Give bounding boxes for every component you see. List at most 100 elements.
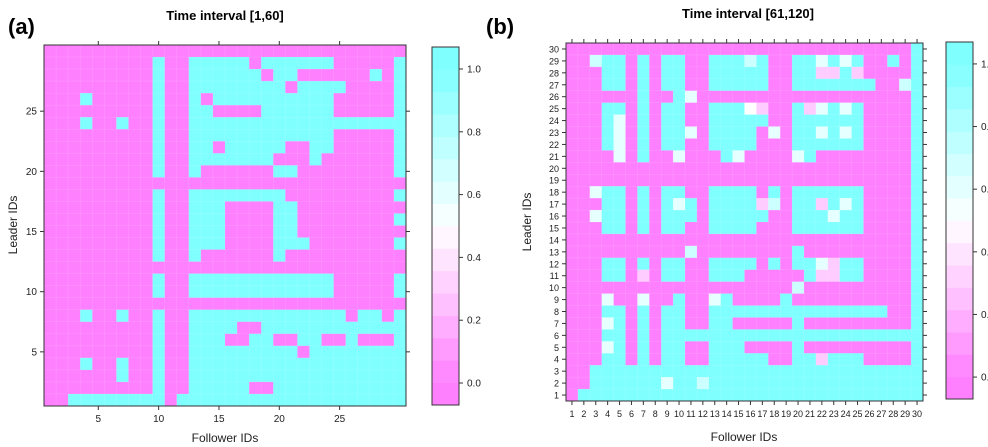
y-tick-label: 16: [549, 212, 559, 222]
heatmap-cell: [720, 389, 733, 402]
heatmap-cell: [899, 305, 912, 318]
colorbar-swatch: [946, 309, 973, 333]
heatmap-cell: [56, 249, 69, 262]
heatmap-cell: [104, 381, 117, 395]
heatmap-cell: [839, 78, 852, 92]
colorbar-swatch: [432, 293, 459, 316]
heatmap-cell: [768, 305, 781, 318]
heatmap-cell: [685, 281, 698, 294]
heatmap-cell: [863, 257, 876, 271]
heatmap-cell: [577, 293, 591, 306]
heatmap-cell: [804, 174, 817, 187]
heatmap-cell: [708, 305, 722, 318]
heatmap-cell: [68, 237, 81, 250]
y-tick-label: 5: [554, 343, 559, 353]
heatmap-cell: [673, 317, 686, 330]
heatmap-cell: [601, 186, 614, 199]
heatmap-cell: [613, 257, 626, 271]
heatmap-cell: [345, 105, 359, 118]
heatmap-cell: [732, 233, 745, 247]
heatmap-cell: [68, 369, 81, 383]
heatmap-cell: [333, 69, 347, 82]
heatmap-cell: [911, 198, 924, 211]
heatmap-cell: [225, 357, 238, 371]
heatmap-cell: [176, 165, 190, 178]
heatmap-cell: [792, 389, 805, 402]
heatmap-cell: [152, 141, 166, 154]
heatmap-cell: [225, 297, 238, 311]
heatmap-cell: [708, 389, 722, 402]
heatmap-cell: [661, 269, 674, 283]
heatmap-cell: [225, 369, 238, 383]
heatmap-cell: [792, 198, 805, 211]
heatmap-cell: [768, 293, 781, 306]
heatmap-cell: [116, 333, 129, 347]
heatmap-cell: [164, 333, 178, 347]
heatmap-cell: [768, 162, 781, 175]
heatmap-cell: [116, 117, 129, 130]
heatmap-cell: [212, 69, 226, 82]
heatmap-cell: [899, 66, 912, 80]
heatmap-cell: [827, 341, 841, 354]
heatmap-cell: [297, 357, 310, 371]
heatmap-cell: [333, 393, 347, 407]
heatmap-cell: [321, 177, 334, 190]
heatmap-cell: [140, 225, 153, 238]
heatmap-cell: [887, 150, 900, 163]
heatmap-cell: [381, 333, 395, 347]
heatmap-cell: [285, 153, 298, 166]
heatmap-cell: [188, 225, 202, 238]
heatmap-cell: [80, 93, 93, 106]
heatmap-cell: [176, 93, 190, 106]
heatmap-cell: [899, 162, 912, 175]
heatmap-cell: [56, 189, 69, 202]
heatmap-cell: [369, 57, 383, 70]
heatmap-cell: [625, 210, 638, 223]
heatmap-cell: [804, 245, 817, 259]
heatmap-cell: [780, 138, 793, 151]
heatmap-cell: [44, 297, 57, 311]
heatmap-cell: [212, 369, 226, 383]
heatmap-cell: [613, 353, 626, 366]
heatmap-cell: [381, 177, 395, 190]
heatmap-cell: [911, 233, 924, 247]
heatmap-cell: [381, 213, 395, 226]
colorbar-swatch: [946, 354, 973, 378]
heatmap-cell: [780, 245, 793, 259]
heatmap-cell: [212, 153, 226, 166]
heatmap-cell: [720, 102, 733, 115]
heatmap-cell: [851, 269, 864, 283]
heatmap-cell: [116, 177, 129, 190]
heatmap-cell: [176, 237, 190, 250]
heatmap-cell: [285, 393, 298, 407]
y-tick-label: 19: [549, 176, 559, 186]
heatmap-cell: [613, 102, 626, 115]
heatmap-cell: [637, 269, 650, 283]
heatmap-cell: [792, 114, 805, 127]
heatmap-cell: [321, 345, 334, 359]
heatmap-cell: [863, 281, 876, 294]
heatmap-cell: [637, 150, 650, 163]
heatmap-cell: [851, 126, 864, 139]
heatmap-cell: [164, 189, 178, 202]
heatmap-cell: [140, 45, 153, 58]
x-tick-label: 15: [213, 414, 225, 425]
heatmap-cell: [768, 353, 781, 366]
heatmap-cell: [44, 153, 57, 166]
heatmap-cell: [128, 309, 141, 323]
heatmap-cell: [273, 345, 286, 359]
heatmap-cell: [369, 81, 383, 94]
heatmap-cell: [673, 174, 686, 187]
heatmap-cell: [744, 317, 757, 330]
heatmap-cell: [128, 237, 141, 250]
heatmap-cell: [566, 233, 579, 247]
x-axis-label-a: Follower IDs: [192, 431, 259, 445]
heatmap-cell: [649, 150, 662, 163]
heatmap-cell: [875, 377, 888, 390]
y-tick-label: 3: [554, 367, 559, 377]
heatmap-cell: [249, 69, 262, 82]
heatmap-cell: [863, 186, 876, 199]
heatmap-cell: [661, 90, 674, 104]
heatmap-cell: [625, 66, 638, 80]
heatmap-cell: [732, 162, 745, 175]
